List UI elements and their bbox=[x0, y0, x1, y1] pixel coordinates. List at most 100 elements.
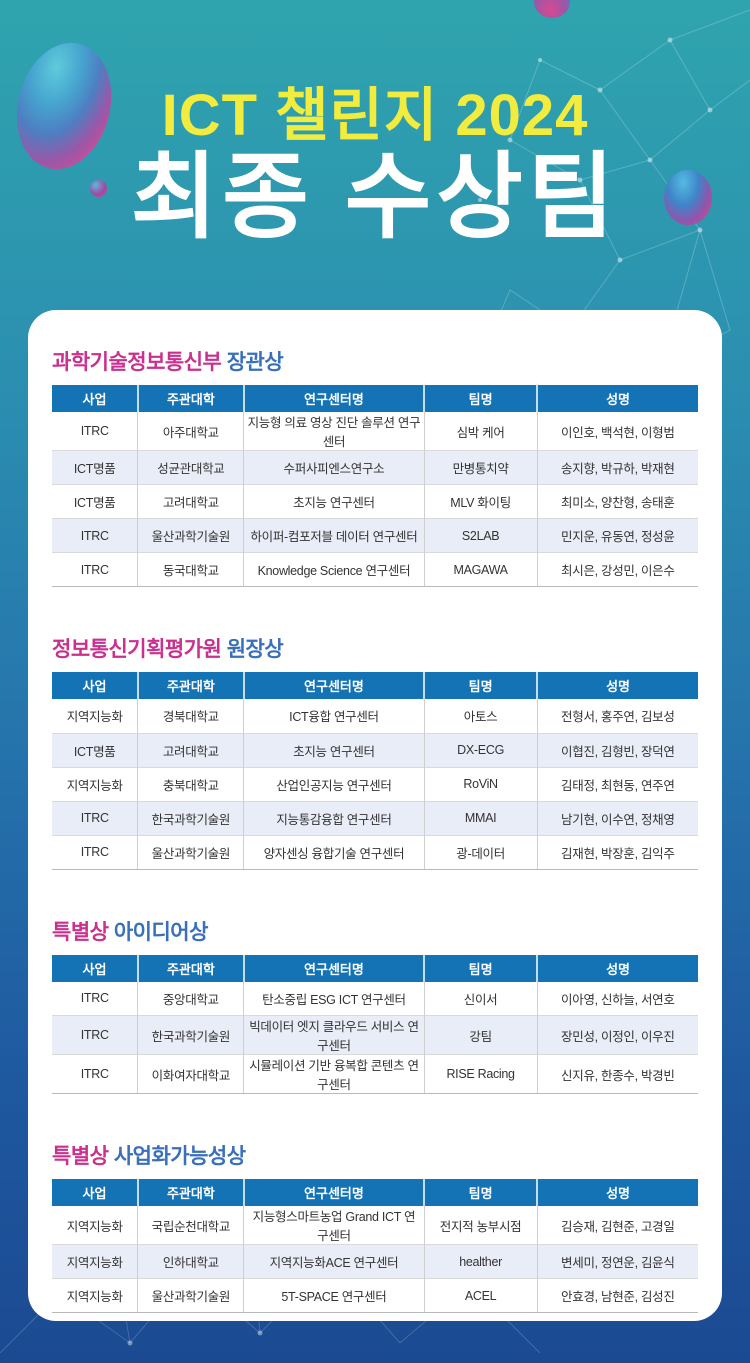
column-header: 성명 bbox=[537, 954, 698, 982]
table-row: ITRC 동국대학교 Knowledge Science 연구센터 MAGAWA 최시은… bbox=[52, 552, 698, 587]
column-header: 팀명 bbox=[424, 385, 539, 412]
table-cell: 변세미, 정연운, 김윤식 bbox=[537, 1244, 698, 1279]
table-row: ITRC 울산과학기술원 양자센싱 융합기술 연구센터 광-데이터 김재현, 박장훈, … bbox=[52, 834, 698, 870]
table-cell: 국립순천대학교 bbox=[137, 1206, 245, 1245]
column-header: 연구센터명 bbox=[243, 385, 426, 412]
table-cell: ITRC bbox=[52, 800, 139, 835]
table-cell: 탄소중립 ESG ICT 연구센터 bbox=[243, 981, 425, 1016]
table-cell: ITRC bbox=[52, 412, 139, 451]
table-cell: 광-데이터 bbox=[424, 834, 538, 870]
column-header: 주관대학 bbox=[137, 954, 245, 982]
table-cell: 전형서, 홍주연, 김보성 bbox=[561, 710, 675, 725]
section-title: 정보통신기획평가원 원장상 bbox=[52, 633, 698, 663]
table-cell: 초지능 연구센터 bbox=[243, 732, 425, 767]
table-header: 사업 주관대학 연구센터명 팀명 성명 bbox=[52, 1179, 698, 1206]
table-cell: 수퍼사피엔스연구소 bbox=[243, 450, 425, 485]
section-title-secondary: 장관상 bbox=[226, 351, 284, 374]
table-cell: 동국대학교 bbox=[137, 552, 245, 587]
table-cell: Knowledge Science 연구센터 bbox=[243, 552, 425, 587]
table-cell: 김태정, 최현동, 연주연 bbox=[537, 766, 698, 801]
table-cell: 안효경, 남현준, 김성진 bbox=[537, 1278, 698, 1313]
table-cell: 5T-SPACE 연구센터 bbox=[243, 1278, 425, 1313]
table-cell: DX-ECG bbox=[424, 732, 538, 767]
table-cell: 신이서 bbox=[424, 981, 538, 1016]
table-cell: 고려대학교 bbox=[137, 484, 245, 519]
table-cell: ITRC bbox=[52, 552, 139, 587]
table-row: 지역지능화 인하대학교 지역지능화ACE 연구센터 healther 변세미, 정연운,… bbox=[52, 1244, 698, 1279]
table-row: ITRC 울산과학기술원 하이퍼-컴포저블 데이터 연구센터 S2LAB 민지운, 유동… bbox=[52, 518, 698, 553]
table-cell: 지역지능화 bbox=[52, 1278, 139, 1313]
award-section-idea: 특별상 아이디어상 사업 주관대학 연구센터명 팀명 성명 ITRC 중앙대학교 탄… bbox=[52, 916, 698, 1094]
table-cell: 성균관대학교 bbox=[137, 450, 245, 485]
table-cell: ITRC bbox=[52, 1015, 139, 1055]
table-cell: 이아영, 신하늘, 서연호 bbox=[561, 992, 675, 1007]
table-cell: 신지유, 한종수, 박경빈 bbox=[537, 1054, 698, 1094]
table-cell: RoViN bbox=[424, 766, 538, 801]
table-cell: 심박 케어 bbox=[424, 412, 538, 451]
section-title-secondary: 원장상 bbox=[226, 638, 284, 661]
table-cell: MLV 화이팅 bbox=[424, 484, 538, 519]
column-header: 연구센터명 bbox=[243, 1179, 426, 1206]
table-cell: 만병통치약 bbox=[424, 450, 538, 485]
table-cell: ITRC bbox=[52, 1054, 139, 1094]
column-header: 연구센터명 bbox=[243, 672, 426, 699]
table-cell: 지능형 의료 영상 진단 솔루션 연구센터 bbox=[243, 412, 425, 451]
winners-table: 사업 주관대학 연구센터명 팀명 성명 지역지능화 경북대학교 ICT융합 연구센터… bbox=[52, 672, 698, 870]
table-cell: 충북대학교 bbox=[137, 766, 245, 801]
table-cell: 이화여자대학교 bbox=[137, 1054, 245, 1094]
content-card: 과학기술정보통신부 장관상 사업 주관대학 연구센터명 팀명 성명 ITRC 아주… bbox=[28, 310, 722, 1321]
table-row: 지역지능화 충북대학교 산업인공지능 연구센터 RoViN 김태정, 최현동, 연주연 bbox=[52, 766, 698, 801]
column-header: 사업 bbox=[52, 954, 139, 982]
table-header: 사업 주관대학 연구센터명 팀명 성명 bbox=[52, 954, 698, 982]
winners-table: 사업 주관대학 연구센터명 팀명 성명 지역지능화 국립순천대학교 지능형스마트농업… bbox=[52, 1179, 698, 1313]
section-title-primary: 정보통신기획평가원 bbox=[52, 638, 222, 661]
column-header: 팀명 bbox=[424, 672, 539, 699]
table-cell: 한국과학기술원 bbox=[137, 800, 245, 835]
table-cell: 전지적 농부시점 bbox=[424, 1206, 538, 1245]
award-section-director: 정보통신기획평가원 원장상 사업 주관대학 연구센터명 팀명 성명 지역지능화 경… bbox=[52, 633, 698, 870]
table-row: ITRC 한국과학기술원 지능통감융합 연구센터 MMAI 남기현, 이수연, 정채영 bbox=[52, 800, 698, 835]
table-cell: 지능통감융합 연구센터 bbox=[243, 800, 425, 835]
table-row: 지역지능화 경북대학교 ICT융합 연구센터 아토스 전형서, 홍주연, 김보성 bbox=[52, 699, 698, 733]
table-cell: 중앙대학교 bbox=[137, 981, 245, 1016]
table-row: 지역지능화 울산과학기술원 5T-SPACE 연구센터 ACEL 안효경, 남현준, 김… bbox=[52, 1278, 698, 1313]
event-title: ICT 챌린지 2024 bbox=[161, 83, 589, 148]
column-header: 주관대학 bbox=[137, 1179, 245, 1206]
table-cell: 송지향, 박규하, 박재현 bbox=[537, 450, 698, 485]
poster-header: ICT 챌린지 2024 최종 수상팀 bbox=[0, 0, 750, 244]
section-title: 특별상 아이디어상 bbox=[52, 916, 698, 946]
table-cell: 고려대학교 bbox=[137, 732, 245, 767]
table-cell: 울산과학기술원 bbox=[137, 518, 245, 553]
section-title-primary: 특별상 bbox=[52, 920, 109, 944]
table-cell: 남기현, 이수연, 정채영 bbox=[537, 800, 698, 835]
award-section-minister: 과학기술정보통신부 장관상 사업 주관대학 연구센터명 팀명 성명 ITRC 아주… bbox=[52, 346, 698, 587]
table-cell: 최시은, 강성민, 이은수 bbox=[537, 552, 698, 587]
table-cell: 울산과학기술원 bbox=[137, 1278, 245, 1313]
table-cell: 지역지능화 bbox=[52, 699, 139, 733]
table-cell: RISE Racing bbox=[424, 1054, 538, 1094]
section-title-primary: 특별상 bbox=[52, 1145, 109, 1168]
section-title: 특별상 사업화가능성상 bbox=[52, 1140, 698, 1170]
section-title-secondary: 아이디어상 bbox=[113, 920, 209, 944]
table-row: ITRC 한국과학기술원 빅데이터 엣지 클라우드 서비스 연구센터 강팀 장민성, 이… bbox=[52, 1015, 698, 1055]
table-cell: ICT명품 bbox=[52, 450, 139, 485]
table-cell: 양자센싱 융합기술 연구센터 bbox=[243, 834, 425, 870]
table-cell: 민지운, 유동연, 정성윤 bbox=[537, 518, 698, 553]
table-cell: 지역지능화 bbox=[52, 1244, 139, 1279]
table-cell: 지능형스마트농업 Grand ICT 연구센터 bbox=[243, 1206, 425, 1245]
gradient-dot-icon bbox=[90, 180, 107, 197]
column-header: 팀명 bbox=[424, 1179, 539, 1206]
table-cell: 빅데이터 엣지 클라우드 서비스 연구센터 bbox=[243, 1015, 425, 1055]
table-header: 사업 주관대학 연구센터명 팀명 성명 bbox=[52, 672, 698, 699]
column-header: 연구센터명 bbox=[243, 954, 426, 982]
column-header: 성명 bbox=[537, 672, 698, 699]
gradient-sphere-icon bbox=[534, 0, 570, 18]
award-section-business: 특별상 사업화가능성상 사업 주관대학 연구센터명 팀명 성명 지역지능화 국립순… bbox=[52, 1140, 698, 1313]
section-title: 과학기술정보통신부 장관상 bbox=[52, 346, 698, 376]
table-header: 사업 주관대학 연구센터명 팀명 성명 bbox=[52, 385, 698, 412]
table-cell: MAGAWA bbox=[424, 552, 538, 587]
table-cell: S2LAB bbox=[424, 518, 538, 553]
table-row: ICT명품 고려대학교 초지능 연구센터 MLV 화이팅 최미소, 양찬형, 송태훈 bbox=[52, 484, 698, 519]
table-cell: 장민성, 이정인, 이우진 bbox=[537, 1015, 698, 1055]
